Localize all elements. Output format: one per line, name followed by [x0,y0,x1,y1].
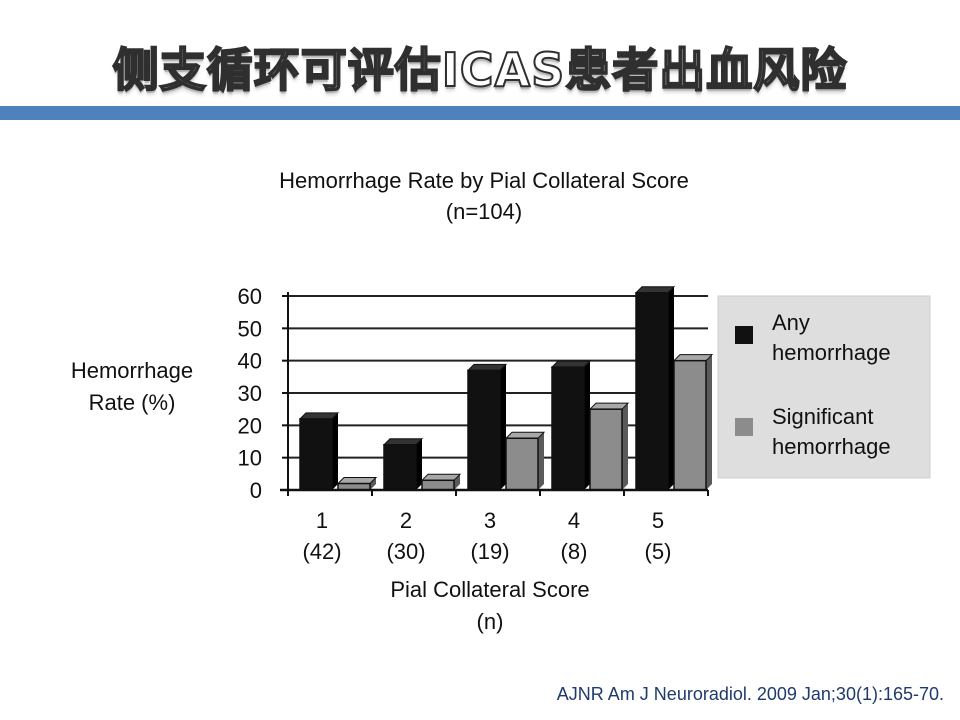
bar-top [550,360,592,368]
title-underline-bar [0,106,960,120]
x-axis-label-line2: (n) [477,609,504,634]
y-axis-label-line1: Hemorrhage [71,358,193,383]
legend-label-any-line1: Any [772,310,810,335]
y-tick-label: 60 [238,284,262,309]
x-tick-count: (42) [302,539,341,564]
legend: Any hemorrhage Significant hemorrhage [717,295,931,479]
bar-top [634,286,676,294]
bars [298,286,714,491]
legend-label-significant-line1: Significant [772,404,874,429]
y-tick-label: 50 [238,316,262,341]
bar-side [584,361,590,490]
legend-swatch-any [735,326,753,344]
y-tick-label: 20 [238,413,262,438]
legend-label-any-line2: hemorrhage [772,340,891,365]
bar-significant-3 [505,437,539,491]
bar-any-1 [299,418,333,491]
x-tick-count: (19) [470,539,509,564]
bar-top [420,473,462,481]
bar-side [332,412,338,490]
x-tick-count: (30) [386,539,425,564]
tick-labels: 0 10 20 30 40 50 60 1 (42) 2 (30) 3 (19) 4 (8) 5 (5) [238,284,672,564]
x-tick-label: 3 [484,508,496,533]
bar-significant-4 [589,408,623,491]
y-tick-label: 40 [238,349,262,374]
bar-side [370,477,376,490]
slide-title: 侧支循环可评估ICAS患者出血风险 [112,42,848,98]
legend-box [717,295,931,479]
bar-side [668,286,674,490]
x-tick-count: (8) [561,539,588,564]
x-tick-count: (5) [645,539,672,564]
bar-top [504,431,546,439]
plot-area: 0 10 20 30 40 50 60 1 (42) 2 (30) 3 (19) 4 (8) 5 (5) [238,284,714,564]
bar-side [416,438,422,490]
bar-top [298,412,340,420]
x-tick-label: 1 [316,508,328,533]
x-tick-label: 2 [400,508,412,533]
bar-top [336,477,378,485]
bar-side [454,474,460,490]
chart-subtitle: (n=104) [446,199,522,224]
x-tick-label: 5 [652,508,664,533]
y-tick-label: 10 [238,446,262,471]
bar-any-3 [467,369,501,491]
bar-top [672,354,714,362]
citation: AJNR Am J Neuroradiol. 2009 Jan;30(1):16… [556,684,944,704]
bar-any-4 [551,366,585,491]
legend-label-significant-line2: hemorrhage [772,434,891,459]
bar-top [382,438,424,446]
bar-top [588,402,630,410]
legend-swatch-significant [735,418,753,436]
x-axis-label-line1: Pial Collateral Score [390,577,589,602]
bar-any-2 [383,443,417,491]
x-tick-label: 4 [568,508,580,533]
bar-side [500,364,506,490]
bar-side [622,403,628,490]
bar-any-5 [635,292,669,491]
y-tick-label: 0 [250,478,262,503]
bar-significant-5 [673,359,707,491]
axes [280,292,709,496]
y-tick-label: 30 [238,381,262,406]
bar-significant-2 [421,479,455,491]
bar-side [538,432,544,490]
bar-side [706,354,712,490]
chart-title: Hemorrhage Rate by Pial Collateral Score [279,168,689,193]
y-axis-label-line2: Rate (%) [89,390,176,415]
bar-top [466,363,508,371]
